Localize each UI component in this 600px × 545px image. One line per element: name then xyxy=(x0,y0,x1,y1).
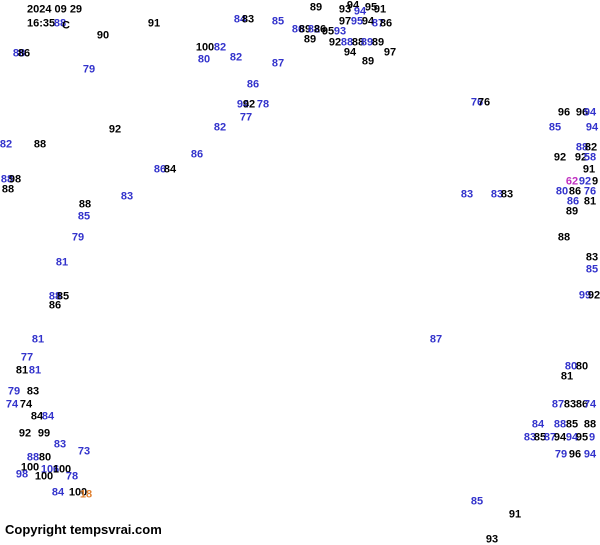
station-value: 86 xyxy=(247,80,259,91)
station-value: 86 xyxy=(191,150,203,161)
station-value: 88 xyxy=(34,140,46,151)
station-plot-canvas: 2024 09 2916:3588C9190848385899394949591… xyxy=(0,0,600,545)
station-value: 79 xyxy=(555,450,567,461)
station-value: 82 xyxy=(230,53,242,64)
station-value: 76 xyxy=(478,98,490,109)
station-value: 79 xyxy=(72,233,84,244)
station-value: 94 xyxy=(586,123,598,134)
station-value: 79 xyxy=(83,65,95,76)
station-value: 89 xyxy=(566,207,578,218)
station-value: 97 xyxy=(339,17,351,28)
station-value: 78 xyxy=(66,472,78,483)
station-value: 97 xyxy=(384,48,396,59)
station-value: 88 xyxy=(584,420,596,431)
station-value: 81 xyxy=(561,372,573,383)
station-value: 92 xyxy=(329,38,341,49)
station-value: 91 xyxy=(509,510,521,521)
station-value: 82 xyxy=(214,123,226,134)
station-value: 88 xyxy=(2,185,14,196)
station-value: 83 xyxy=(121,192,133,203)
station-value: 100 xyxy=(196,43,214,54)
station-value: 16:35 xyxy=(27,19,55,30)
station-value: 86 xyxy=(18,49,30,60)
station-value: 94 xyxy=(554,433,566,444)
station-value: 9 xyxy=(589,433,595,444)
station-value: 81 xyxy=(29,366,41,377)
station-value: 83 xyxy=(27,387,39,398)
station-value: 85 xyxy=(586,265,598,276)
station-value: 84 xyxy=(164,165,176,176)
station-value: 94 xyxy=(344,48,356,59)
station-value: 96 xyxy=(558,108,570,119)
station-value: 58 xyxy=(584,153,596,164)
station-value: 74 xyxy=(20,400,32,411)
station-value: 74 xyxy=(6,400,18,411)
station-value: 88 xyxy=(554,420,566,431)
station-value: 92 xyxy=(554,153,566,164)
station-value: 94 xyxy=(584,450,596,461)
station-value: 18 xyxy=(80,490,92,501)
station-value: 86 xyxy=(380,19,392,30)
station-value: 82 xyxy=(0,140,12,151)
station-value: 83 xyxy=(564,400,576,411)
station-value: 89 xyxy=(372,38,384,49)
station-value: 81 xyxy=(56,258,68,269)
station-value: 93 xyxy=(486,535,498,545)
station-value: 89 xyxy=(310,3,322,14)
station-value: 83 xyxy=(242,15,254,26)
station-value: 84 xyxy=(42,412,54,423)
station-value: 74 xyxy=(584,400,596,411)
station-value: 85 xyxy=(549,123,561,134)
station-value: 80 xyxy=(39,453,51,464)
station-value: 79 xyxy=(8,387,20,398)
station-value: 85 xyxy=(78,212,90,223)
station-value: 73 xyxy=(78,447,90,458)
station-value: 82 xyxy=(214,43,226,54)
station-value: 85 xyxy=(566,420,578,431)
station-value: 94 xyxy=(584,108,596,119)
station-value: 84 xyxy=(52,488,64,499)
station-value: 85 xyxy=(471,497,483,508)
station-value: 91 xyxy=(583,165,595,176)
station-value: 88 xyxy=(79,200,91,211)
station-value: 89 xyxy=(362,57,374,68)
station-value: 80 xyxy=(198,55,210,66)
station-value: 77 xyxy=(240,113,252,124)
station-value: 81 xyxy=(16,366,28,377)
station-value: 87 xyxy=(430,335,442,346)
station-value: 90 xyxy=(97,31,109,42)
station-value: 87 xyxy=(272,59,284,70)
station-value: 96 xyxy=(569,450,581,461)
station-value: 99 xyxy=(38,429,50,440)
station-value: 84 xyxy=(532,420,544,431)
station-value: 92 xyxy=(588,291,600,302)
station-value: 83 xyxy=(501,190,513,201)
station-value: 91 xyxy=(148,19,160,30)
station-value: 85 xyxy=(272,17,284,28)
station-value: 81 xyxy=(32,335,44,346)
station-value: 86 xyxy=(49,301,61,312)
station-value: 100 xyxy=(35,472,53,483)
station-value: 83 xyxy=(586,253,598,264)
station-value: 87 xyxy=(552,400,564,411)
station-value: 88 xyxy=(558,233,570,244)
station-value: 95 xyxy=(576,433,588,444)
station-value: 81 xyxy=(584,197,596,208)
station-value: 92 xyxy=(243,100,255,111)
station-value: C xyxy=(62,21,70,32)
station-value: 78 xyxy=(257,100,269,111)
station-value: 92 xyxy=(19,429,31,440)
station-value: 89 xyxy=(304,35,316,46)
station-value: 2024 09 29 xyxy=(27,5,82,16)
station-value: 91 xyxy=(374,5,386,16)
copyright-text: Copyright tempsvrai.com xyxy=(5,522,162,537)
station-value: 98 xyxy=(16,470,28,481)
station-value: 83 xyxy=(461,190,473,201)
station-value: 92 xyxy=(109,125,121,136)
station-value: 83 xyxy=(54,440,66,451)
station-value: 77 xyxy=(21,353,33,364)
station-value: 80 xyxy=(576,362,588,373)
